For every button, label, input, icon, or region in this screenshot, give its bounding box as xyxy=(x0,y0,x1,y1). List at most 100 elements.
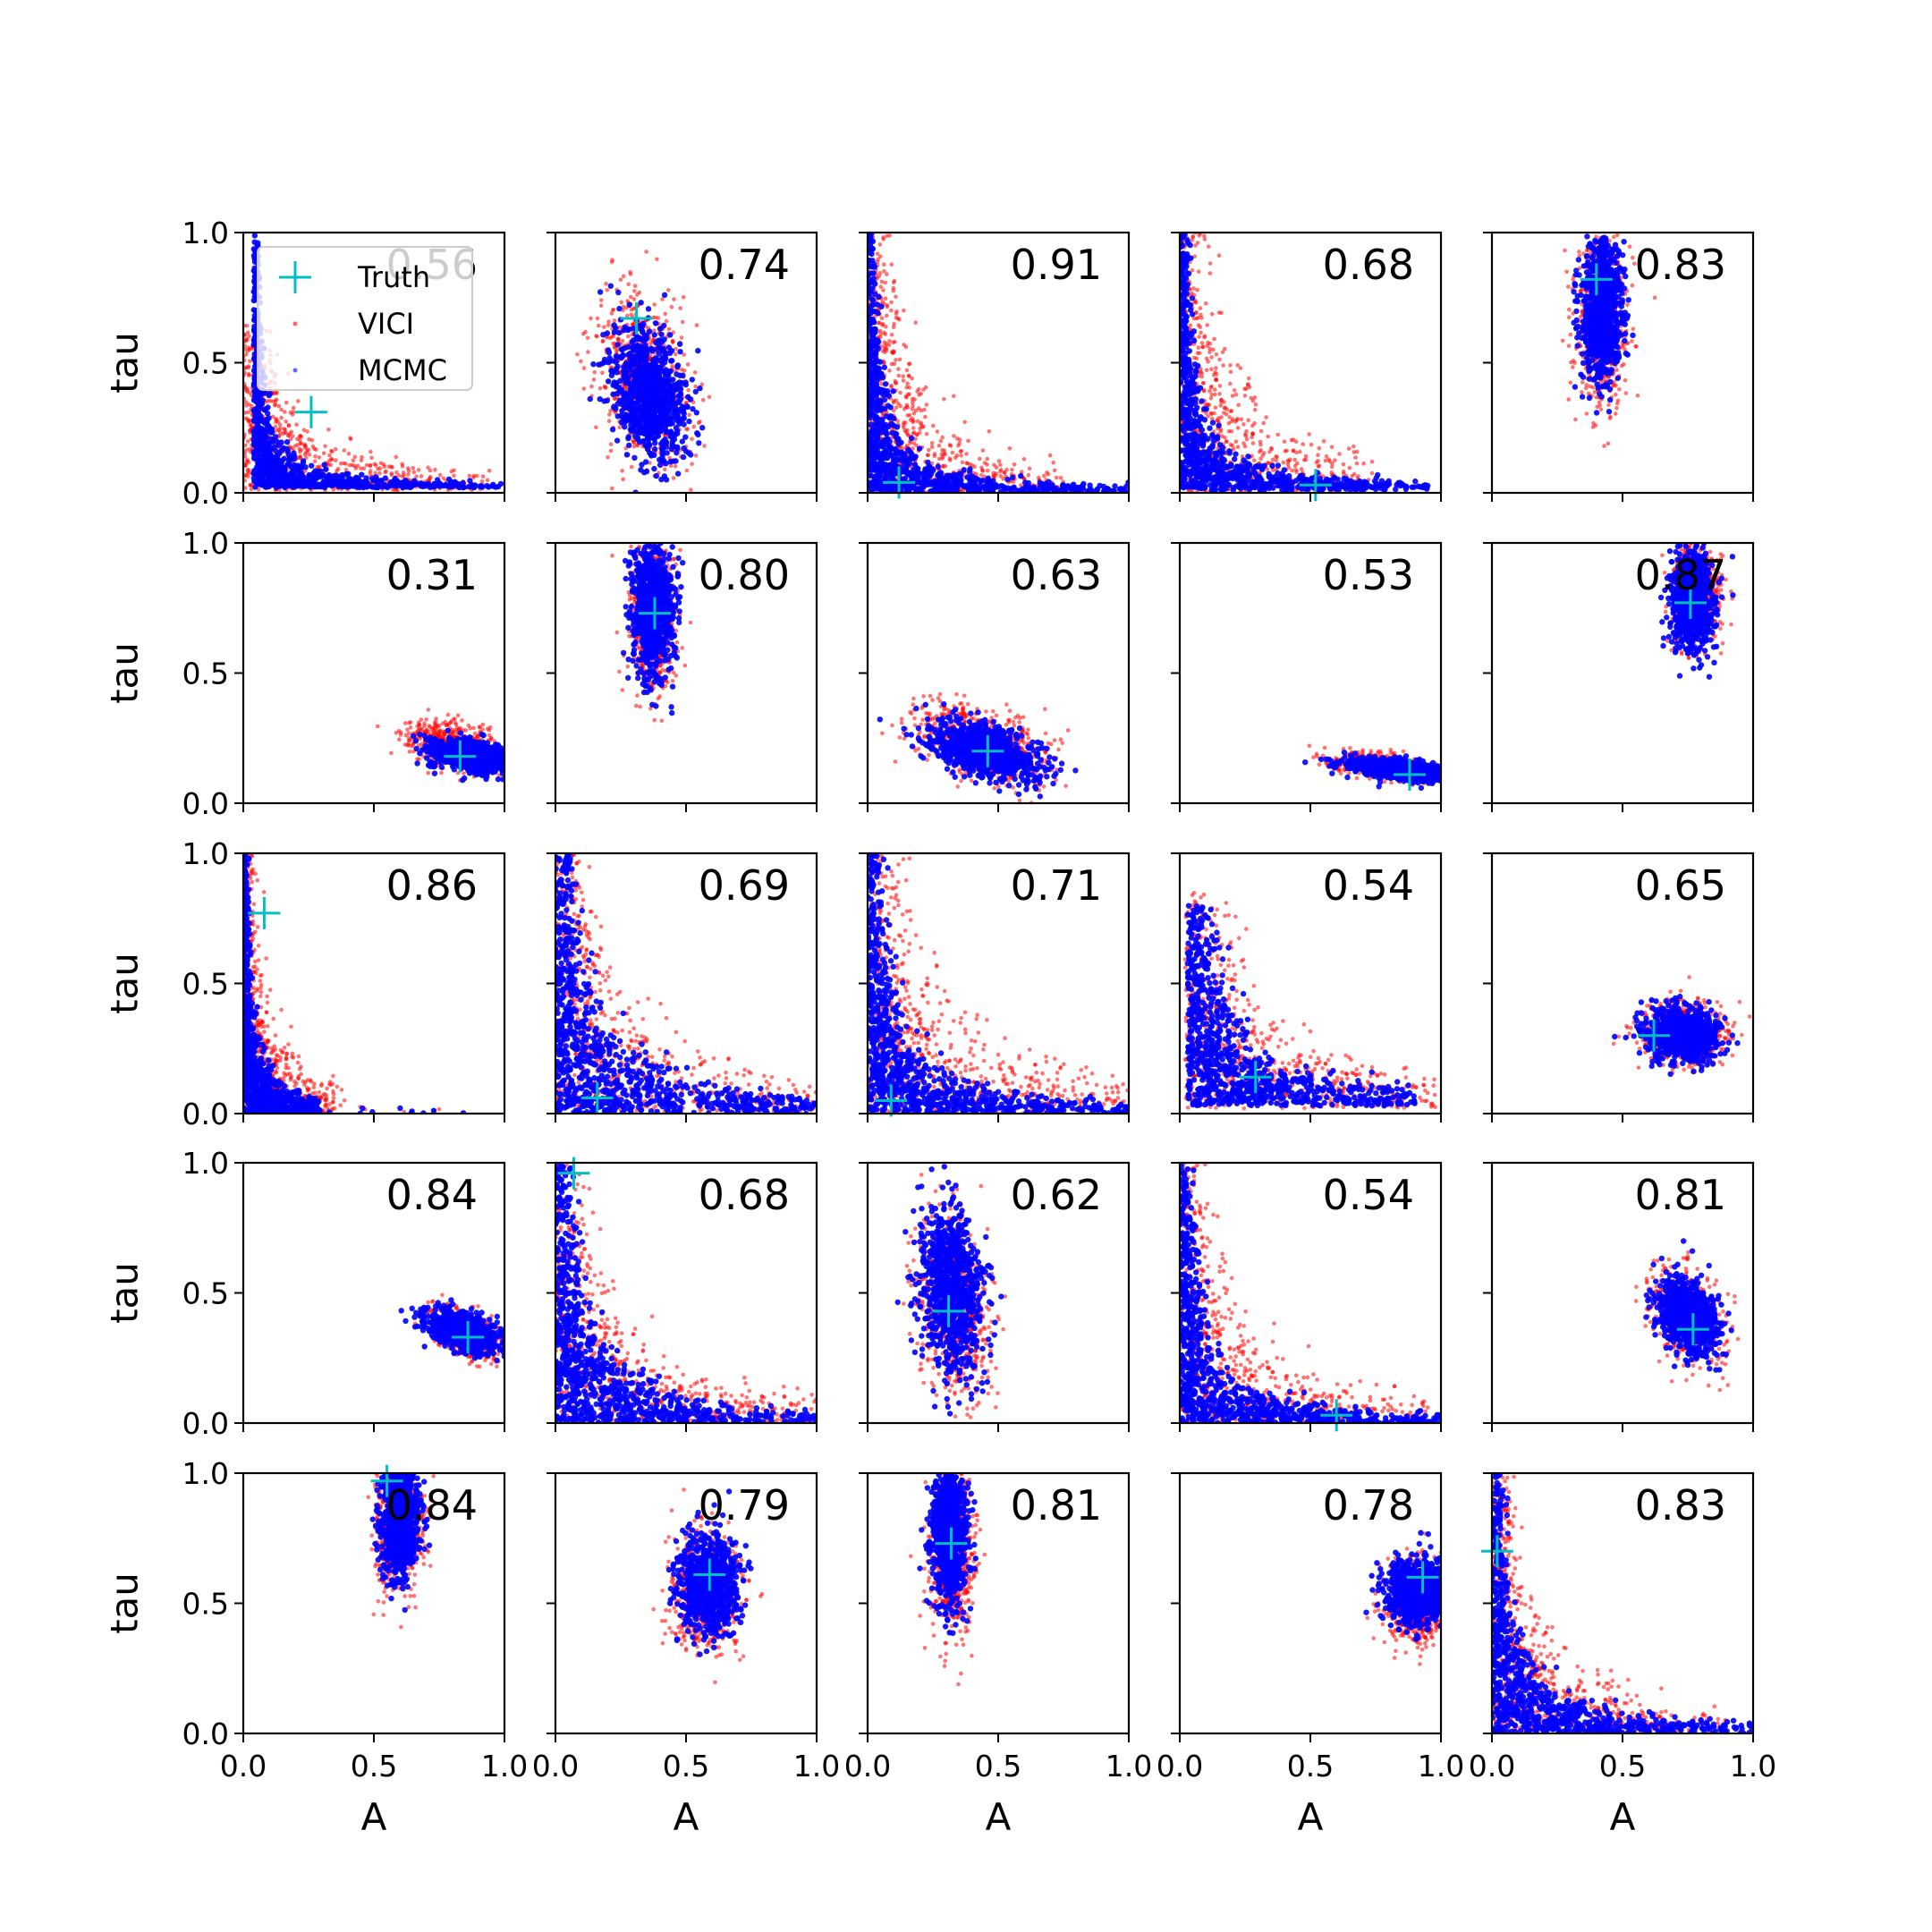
vici-point xyxy=(378,461,384,466)
vici-point xyxy=(911,411,917,416)
vici-point xyxy=(919,422,923,427)
vici-point xyxy=(406,469,411,473)
vici-point xyxy=(475,473,479,479)
mcmc-point xyxy=(663,461,669,467)
mcmc-point xyxy=(652,382,658,389)
mcmc-point xyxy=(331,477,337,483)
vici-point xyxy=(875,251,880,257)
vici-point xyxy=(907,386,911,390)
mcmc-point xyxy=(640,390,647,396)
mcmc-point xyxy=(635,428,641,435)
vici-point xyxy=(879,381,884,386)
mcmc-point xyxy=(256,424,262,430)
vici-point xyxy=(306,447,311,453)
mcmc-point xyxy=(311,473,318,479)
mcmc-point xyxy=(291,450,297,456)
vici-point xyxy=(346,452,352,456)
vici-point xyxy=(876,320,881,326)
mcmc-point xyxy=(596,361,602,368)
vici-point xyxy=(883,296,888,301)
vici-point xyxy=(700,397,706,402)
mcmc-point xyxy=(631,410,639,416)
mcmc-point xyxy=(625,435,631,442)
mcmc-point xyxy=(950,479,957,485)
y-tick-label: 1.0 xyxy=(182,216,229,250)
vici-point xyxy=(426,465,430,470)
vici-point xyxy=(597,386,603,391)
mcmc-point xyxy=(651,332,657,338)
vici-point xyxy=(351,458,356,463)
vici-point xyxy=(894,405,899,410)
vici-point xyxy=(390,465,394,470)
mcmc-point xyxy=(936,479,943,486)
mcmc-point xyxy=(289,470,296,478)
legend-truth-marker xyxy=(279,261,311,293)
mcmc-point xyxy=(869,297,877,304)
vici-point xyxy=(986,468,990,473)
vici-point xyxy=(581,366,587,370)
vici-point xyxy=(1239,417,1244,422)
vici-point xyxy=(1303,453,1309,459)
vici-point xyxy=(910,396,915,402)
vici-point xyxy=(889,308,894,313)
mcmc-point xyxy=(614,413,621,419)
mcmc-point xyxy=(682,434,689,440)
mcmc-point xyxy=(869,402,876,408)
vici-point xyxy=(998,474,1003,479)
mcmc-point xyxy=(601,359,608,366)
vici-point xyxy=(244,447,250,453)
vici-point xyxy=(960,460,965,465)
mcmc-point xyxy=(645,380,651,387)
mcmc-point xyxy=(638,394,644,401)
vici-point xyxy=(644,250,648,254)
vici-point xyxy=(467,473,472,479)
mcmc-point xyxy=(647,450,653,456)
mcmc-point xyxy=(898,449,904,455)
vici-point xyxy=(270,414,275,419)
mcmc-point xyxy=(689,377,695,383)
vici-point xyxy=(611,341,615,346)
mcmc-point xyxy=(394,482,401,488)
vici-point xyxy=(1223,405,1227,411)
mcmc-point xyxy=(273,448,280,454)
mcmc-point xyxy=(618,355,624,361)
vici-point xyxy=(326,428,331,432)
mcmc-point xyxy=(606,355,613,361)
subplot-1-2: 0.74 xyxy=(547,231,818,502)
mcmc-point xyxy=(889,474,895,481)
mcmc-point xyxy=(686,418,692,425)
mcmc-point xyxy=(890,388,896,394)
vici-point xyxy=(954,453,960,458)
vici-point xyxy=(480,474,486,479)
vici-point xyxy=(656,316,661,320)
vici-point xyxy=(347,462,352,468)
mcmc-point xyxy=(278,447,285,453)
vici-point xyxy=(891,400,896,405)
mcmc-point xyxy=(870,318,877,324)
vici-point xyxy=(1258,443,1263,447)
vici-point xyxy=(936,444,942,448)
mcmc-point xyxy=(665,381,672,387)
mcmc-point xyxy=(258,417,265,423)
vici-point xyxy=(915,419,920,424)
vici-point xyxy=(895,419,900,424)
mcmc-point xyxy=(928,481,934,487)
mcmc-point xyxy=(1112,483,1118,489)
mcmc-point xyxy=(920,483,928,490)
vici-point xyxy=(250,403,254,409)
mcmc-point xyxy=(651,465,657,472)
vici-point xyxy=(652,302,657,307)
vici-point xyxy=(1042,473,1046,479)
mcmc-point xyxy=(261,406,267,413)
vici-point xyxy=(1235,363,1240,368)
vici-point xyxy=(305,429,309,434)
mcmc-point xyxy=(613,353,620,360)
vici-point xyxy=(620,469,624,473)
vici-point xyxy=(970,463,975,468)
mcmc-point xyxy=(986,483,992,490)
vici-point xyxy=(941,464,945,469)
mcmc-point xyxy=(471,483,478,490)
mcmc-point xyxy=(868,395,873,402)
mcmc-point xyxy=(1002,487,1008,493)
mcmc-point xyxy=(369,484,376,490)
